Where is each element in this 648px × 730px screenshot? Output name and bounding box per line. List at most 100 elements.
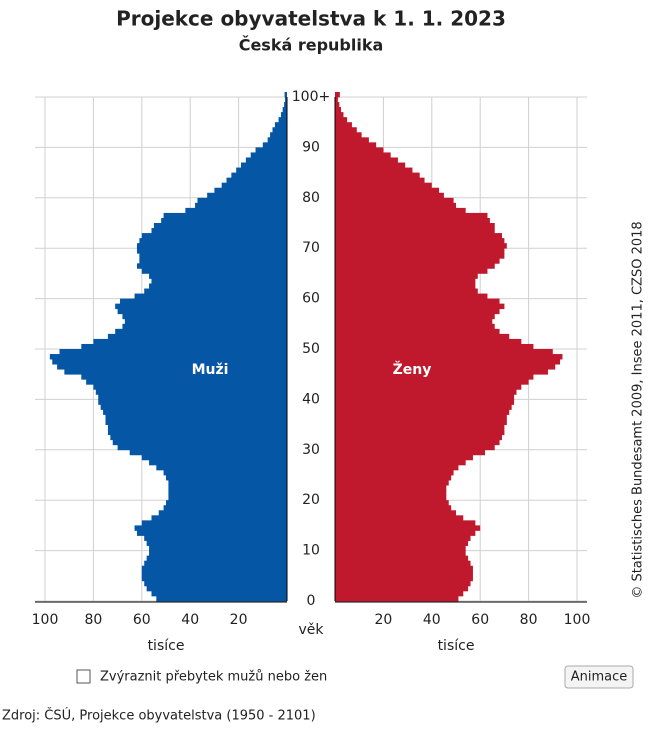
bar bbox=[335, 152, 391, 158]
bar bbox=[335, 318, 493, 325]
x-axis-label: tisíce bbox=[148, 638, 185, 654]
bar bbox=[221, 182, 287, 189]
chart-subtitle: Česká republika bbox=[239, 36, 384, 55]
bar bbox=[335, 273, 478, 279]
bar bbox=[156, 595, 287, 602]
bar bbox=[141, 575, 287, 582]
bar bbox=[335, 192, 444, 199]
bar bbox=[335, 540, 469, 546]
bar bbox=[335, 475, 452, 481]
bar bbox=[185, 207, 287, 214]
bar bbox=[335, 449, 486, 456]
bar bbox=[335, 122, 352, 128]
bar bbox=[57, 364, 287, 370]
y-tick-label: 30 bbox=[302, 442, 320, 458]
bar bbox=[335, 137, 369, 143]
bar bbox=[335, 127, 357, 133]
x-tick-label: 80 bbox=[84, 612, 102, 628]
bar bbox=[136, 530, 287, 536]
bar bbox=[335, 243, 507, 249]
bar bbox=[335, 91, 340, 98]
bar bbox=[335, 117, 348, 123]
bar bbox=[100, 404, 287, 410]
y-tick-label: 20 bbox=[302, 492, 320, 508]
x-tick-label: 80 bbox=[520, 612, 538, 628]
bar bbox=[335, 595, 459, 602]
bar bbox=[284, 102, 287, 108]
bar bbox=[335, 379, 529, 385]
bar bbox=[107, 429, 287, 436]
bar bbox=[158, 510, 287, 516]
bar bbox=[52, 359, 288, 365]
source: Zdroj: ČSÚ, Projekce obyvatelstva (1950 … bbox=[2, 708, 316, 724]
bar bbox=[335, 394, 515, 400]
bar bbox=[146, 585, 287, 592]
bar bbox=[335, 354, 563, 360]
animate-button[interactable] bbox=[564, 665, 634, 689]
bar bbox=[335, 439, 500, 446]
chart-title: Projekce obyvatelstva k 1. 1. 2023 bbox=[116, 7, 506, 31]
bar bbox=[335, 359, 561, 365]
x-tick-label: 40 bbox=[181, 612, 199, 628]
legend-label: Muži bbox=[192, 362, 229, 378]
bar bbox=[144, 560, 287, 567]
bar bbox=[86, 379, 287, 385]
bar bbox=[144, 535, 287, 541]
bar bbox=[335, 404, 512, 410]
bar bbox=[149, 273, 287, 279]
bar bbox=[103, 409, 287, 415]
bar bbox=[139, 258, 287, 264]
bar bbox=[335, 480, 449, 486]
y-tick-label: 100+ bbox=[292, 89, 330, 105]
bar bbox=[161, 217, 287, 224]
bar bbox=[107, 333, 287, 340]
bar bbox=[335, 469, 454, 476]
bar bbox=[81, 374, 287, 380]
bar bbox=[166, 475, 287, 481]
bar bbox=[136, 243, 287, 249]
bar bbox=[335, 283, 476, 289]
bar bbox=[284, 91, 287, 98]
checkbox-label[interactable]: Zvýraznit přebytek mužů nebo žen bbox=[100, 670, 327, 685]
bar bbox=[115, 303, 288, 310]
bar bbox=[163, 505, 287, 511]
x-axis-label: tisíce bbox=[438, 638, 475, 654]
bar bbox=[335, 535, 471, 541]
bar bbox=[335, 520, 476, 526]
bar bbox=[335, 530, 476, 536]
bar bbox=[335, 147, 384, 153]
bar bbox=[144, 580, 287, 587]
bar bbox=[335, 132, 362, 138]
animate-button-label[interactable]: Animace bbox=[571, 670, 628, 685]
bar bbox=[335, 409, 510, 415]
bar bbox=[163, 469, 287, 476]
bar bbox=[335, 434, 502, 441]
bar bbox=[49, 354, 288, 360]
bar bbox=[335, 202, 456, 209]
bar bbox=[151, 590, 287, 597]
x-tick-label: 20 bbox=[374, 612, 392, 628]
bar bbox=[335, 278, 476, 284]
bar bbox=[335, 333, 510, 340]
bar bbox=[93, 384, 288, 390]
bar bbox=[335, 157, 398, 163]
bar bbox=[335, 238, 505, 244]
bar bbox=[335, 374, 534, 380]
bar bbox=[335, 112, 344, 118]
bar bbox=[136, 248, 287, 254]
bar bbox=[141, 268, 287, 274]
y-tick-label: 40 bbox=[302, 391, 320, 407]
bar bbox=[146, 540, 287, 546]
bar bbox=[149, 283, 287, 289]
bar bbox=[236, 167, 287, 173]
bar bbox=[146, 555, 287, 562]
y-tick-label: 80 bbox=[302, 190, 320, 206]
legend-label: Ženy bbox=[393, 361, 432, 378]
bar bbox=[335, 187, 440, 194]
bar bbox=[149, 550, 287, 557]
checkbox[interactable] bbox=[76, 669, 91, 684]
bar bbox=[335, 444, 495, 451]
bar bbox=[335, 419, 507, 425]
bar bbox=[335, 500, 449, 506]
bar bbox=[105, 414, 287, 420]
